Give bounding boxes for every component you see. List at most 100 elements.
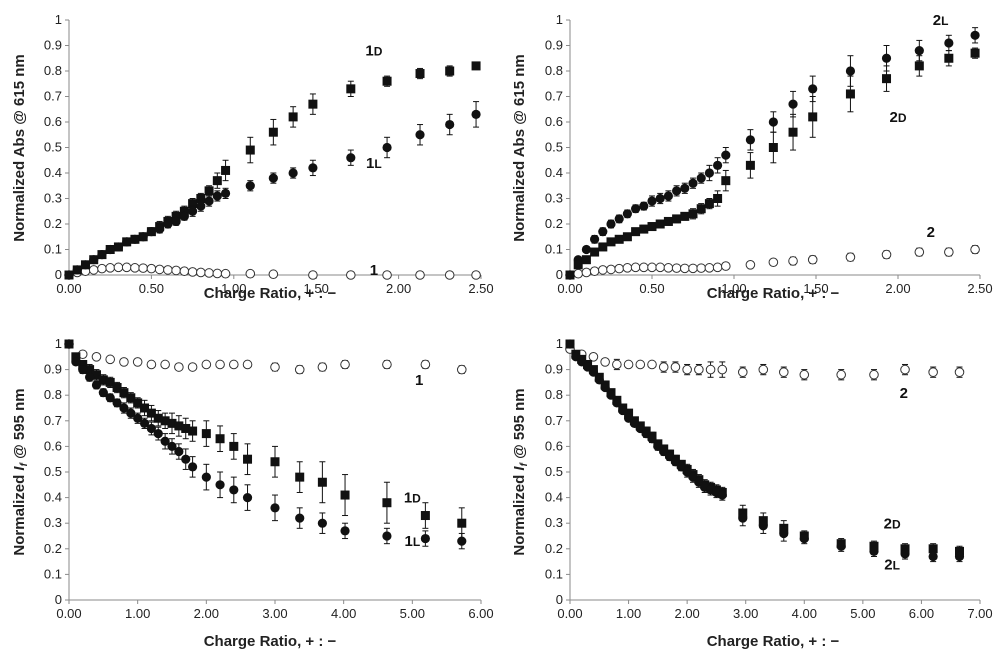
data-point-open-circle xyxy=(105,354,115,365)
data-point-open-circle xyxy=(215,359,225,370)
data-point-open-circle xyxy=(119,357,129,367)
data-point-open-circle xyxy=(179,266,190,276)
data-point-square xyxy=(721,176,731,186)
data-point-open-circle xyxy=(91,352,102,362)
data-point-circle xyxy=(146,423,156,434)
x-tick-label: 6.00 xyxy=(909,606,934,621)
data-point-circle xyxy=(581,244,592,255)
data-point-circle xyxy=(80,260,91,270)
y-tick-label: 0.2 xyxy=(545,216,563,231)
data-point-open-circle xyxy=(954,367,965,377)
data-point-open-circle xyxy=(900,364,910,375)
data-point-square xyxy=(655,219,665,229)
y-axis-label: Normalized If @ 595 nm xyxy=(511,388,530,555)
data-point-circle xyxy=(788,99,798,109)
data-point-square xyxy=(160,416,170,426)
data-point-square xyxy=(590,247,600,257)
x-axis-label: Charge Ratio, + : − xyxy=(204,633,337,650)
data-point-circle xyxy=(179,211,189,221)
y-tick-label: 0.6 xyxy=(545,438,563,453)
x-tick-label: 5.00 xyxy=(850,606,875,621)
data-point-open-circle xyxy=(201,359,212,370)
panel-abs-1: Normalized Abs @ 615 nm Charge Ratio, + … xyxy=(11,12,494,302)
y-tick-label: 0.4 xyxy=(44,165,62,180)
y-tick-label: 0.9 xyxy=(44,38,62,53)
data-point-circle xyxy=(928,551,938,562)
data-point-circle xyxy=(680,183,690,193)
data-point-square xyxy=(606,237,616,247)
data-point-square xyxy=(340,490,350,500)
x-tick-label: 2.00 xyxy=(386,281,411,296)
data-point-open-circle xyxy=(588,352,599,362)
data-point-circle xyxy=(382,142,392,153)
y-tick-label: 0.2 xyxy=(545,541,563,556)
series-annotation: 1L xyxy=(366,155,382,172)
data-point-open-circle xyxy=(382,270,392,280)
data-point-open-circle xyxy=(471,270,481,280)
data-point-square xyxy=(420,511,430,521)
data-point-square xyxy=(174,421,184,431)
data-point-circle xyxy=(672,186,682,196)
y-tick-label: 1 xyxy=(556,336,563,351)
data-point-square xyxy=(179,206,189,216)
data-point-square xyxy=(914,61,924,71)
data-point-square xyxy=(745,160,755,170)
y-tick-label: 0.6 xyxy=(44,114,62,129)
y-tick-label: 0 xyxy=(55,267,62,282)
series-2 xyxy=(565,244,980,280)
series-2 xyxy=(565,344,965,381)
data-point-square xyxy=(196,194,206,203)
data-point-square xyxy=(696,204,706,214)
y-axis-label: Normalized Abs @ 615 nm xyxy=(511,54,528,241)
data-point-square xyxy=(663,216,673,226)
data-point-open-circle xyxy=(671,263,682,273)
data-point-open-circle xyxy=(146,263,157,274)
data-point-open-circle xyxy=(680,263,690,274)
y-tick-label: 1 xyxy=(55,12,62,27)
data-point-open-circle xyxy=(589,266,600,276)
data-point-square xyxy=(631,227,641,237)
y-tick-label: 1 xyxy=(55,336,62,351)
annotation-number: 1 xyxy=(365,43,373,60)
data-point-circle xyxy=(133,413,143,423)
data-point-open-circle xyxy=(160,359,170,370)
data-point-circle xyxy=(98,388,108,398)
y-tick-label: 1 xyxy=(556,12,563,27)
x-tick-label: 2.00 xyxy=(674,606,699,621)
data-point-open-circle xyxy=(768,257,779,268)
annotation-letter: D xyxy=(892,517,901,531)
data-point-open-circle xyxy=(655,262,666,273)
x-tick-label: 2.50 xyxy=(967,281,992,296)
y-tick-label: 0.8 xyxy=(44,63,62,78)
data-point-circle xyxy=(215,480,225,490)
x-tick-label: 2.50 xyxy=(468,281,493,296)
series-1l xyxy=(64,101,481,280)
data-point-circle xyxy=(622,209,633,219)
panel-fluor-1: Normalized If @ 595 nm Charge Ratio, + :… xyxy=(11,336,494,650)
annotation-number: 1 xyxy=(404,533,412,550)
annotation-letter: D xyxy=(412,492,421,506)
data-point-circle xyxy=(105,244,115,255)
series-annotation: 2 xyxy=(927,224,935,241)
x-tick-label: 0.00 xyxy=(557,281,582,296)
data-point-open-circle xyxy=(647,262,657,273)
data-point-open-circle xyxy=(105,263,115,273)
y-tick-label: 0.9 xyxy=(545,38,563,53)
data-point-circle xyxy=(163,219,173,229)
data-point-square xyxy=(85,365,95,375)
data-point-square xyxy=(308,99,318,109)
data-point-open-circle xyxy=(799,369,810,380)
data-point-open-circle xyxy=(598,265,608,275)
x-tick-label: 0.00 xyxy=(56,606,81,621)
x-axis-label: Charge Ratio, + : − xyxy=(707,633,840,650)
data-point-circle xyxy=(881,53,892,63)
data-point-circle xyxy=(845,66,856,76)
data-point-circle xyxy=(590,234,600,244)
data-point-open-circle xyxy=(622,263,633,273)
data-point-circle xyxy=(270,503,280,513)
data-point-circle xyxy=(647,434,657,444)
data-point-circle xyxy=(139,418,150,428)
data-point-square xyxy=(268,127,278,137)
data-point-square xyxy=(565,270,575,280)
data-point-square xyxy=(140,403,150,413)
